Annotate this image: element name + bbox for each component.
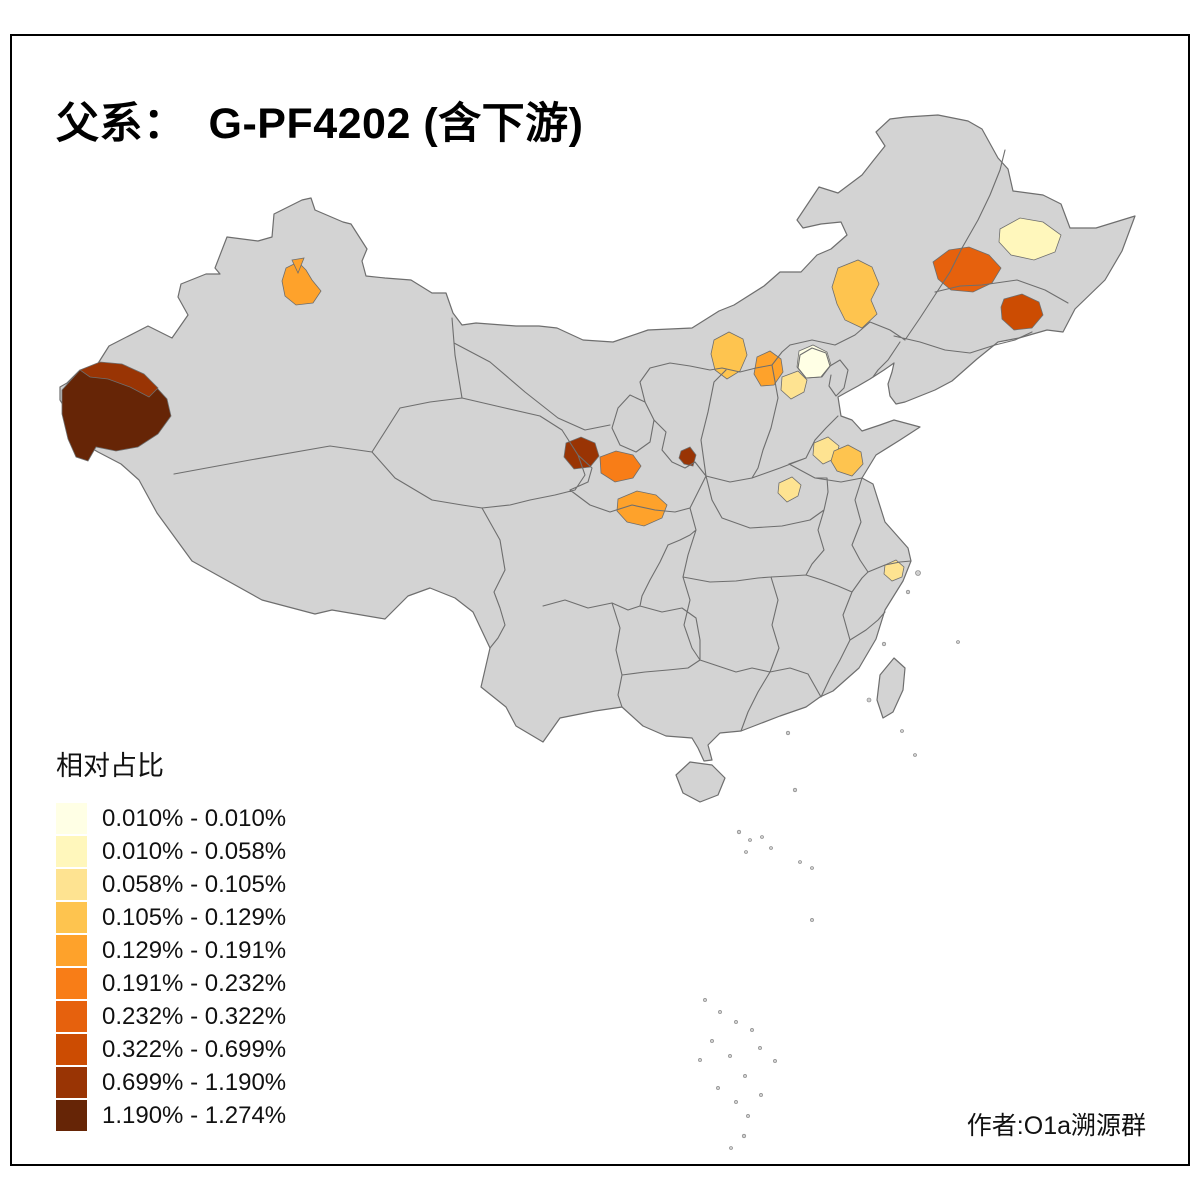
island-dot [810,918,814,922]
map-region-region-13 [563,436,600,470]
island-dot [743,1074,747,1078]
legend-swatch [56,1034,87,1065]
map-region-region-19 [777,476,802,503]
island-dot [760,835,764,839]
legend-label: 0.699% - 1.190% [102,1068,287,1096]
island-dot [866,697,872,703]
legend-label: 0.322% - 0.699% [102,1035,287,1063]
island-dot [792,787,798,793]
map-region-region-14 [599,450,642,483]
attribution: 作者:O1a溯源群 [966,1112,1146,1140]
island-dot [759,1093,763,1097]
legend-swatch [56,836,87,867]
island-dot [718,1010,722,1014]
map-region-region-20 [883,559,905,582]
island-dot [734,1100,738,1104]
island-dot [748,838,752,842]
map-region-region-12 [780,370,808,400]
legend-title: 相对占比 [56,751,164,781]
map-region-region-02 [79,361,159,398]
legend-item: 0.058% - 0.105% [56,869,286,900]
legend-swatch [56,935,87,966]
legend-label: 0.010% - 0.058% [102,837,287,865]
island-dot [698,1058,702,1062]
map-region-region-09 [710,331,748,380]
map-region-region-18 [830,444,864,477]
legend-item: 0.699% - 1.190% [56,1067,286,1098]
legend-item: 0.010% - 0.058% [56,836,286,867]
island-dot [900,729,904,733]
map-region-region-16 [678,446,697,467]
map-region-region-05 [831,259,880,329]
map-region-region-08 [1000,293,1044,331]
south-china-sea-islands [698,570,960,1150]
legend-swatch [56,803,87,834]
island-dot [773,1059,777,1063]
island-dot [915,570,921,576]
map-region-region-15 [616,490,668,527]
island-dot [741,1133,747,1139]
taiwan-island [876,657,906,719]
island-dot [905,589,911,595]
legend-item: 0.322% - 0.699% [56,1034,286,1065]
hainan-island [675,761,726,803]
legend-item: 0.105% - 0.129% [56,902,286,933]
island-dot [913,753,917,757]
legend-label: 0.129% - 0.191% [102,936,287,964]
map-region-region-03 [281,261,322,306]
legend-swatch [56,869,87,900]
island-dot [736,829,742,835]
legend-item: 1.190% - 1.274% [56,1100,286,1131]
island-dot [798,860,802,864]
legend-item: 0.010% - 0.010% [56,803,286,834]
map-land [59,114,1136,803]
plot-frame [10,34,1190,1166]
map-regions [61,217,1062,582]
island-dot [716,1086,720,1090]
province-borders [173,149,1069,732]
legend-swatch [56,1067,87,1098]
legend-label: 0.232% - 0.322% [102,1002,287,1030]
map-region-region-06 [932,246,1002,293]
map-region-region-07 [998,217,1062,261]
legend-swatch [56,1001,87,1032]
mainland-outline [59,114,1136,762]
island-dot [750,1028,754,1032]
legend-swatch [56,968,87,999]
map-title: 父系： G-PF4202 (含下游) [56,99,584,148]
legend-item: 0.191% - 0.232% [56,968,286,999]
legend-label: 1.190% - 1.274% [102,1101,287,1129]
legend-label: 0.191% - 0.232% [102,969,287,997]
legend-swatch [56,1100,87,1131]
legend-label: 0.105% - 0.129% [102,903,287,931]
island-dot [744,850,748,854]
island-dot [956,640,960,644]
legend-swatch [56,902,87,933]
island-dot [810,866,814,870]
island-dot [734,1020,738,1024]
island-dot [769,846,773,850]
island-dot [703,998,707,1002]
legend: 相对占比 0.010% - 0.010% 0.010% - 0.058% 0.058… [56,744,286,1133]
legend-item: 0.232% - 0.322% [56,1001,286,1032]
map-region-region-04 [291,257,305,275]
island-dot [758,1046,762,1050]
island-dot [746,1114,750,1118]
island-dot [728,1054,732,1058]
legend-label: 0.010% - 0.010% [102,804,287,832]
island-dot [729,1146,733,1150]
island-dot [710,1039,714,1043]
island-dot [881,641,887,647]
island-dot [785,730,791,736]
legend-label: 0.058% - 0.105% [102,870,287,898]
legend-items: 0.010% - 0.010% 0.010% - 0.058% 0.058% - 0… [56,803,286,1131]
legend-item: 0.129% - 0.191% [56,935,286,966]
